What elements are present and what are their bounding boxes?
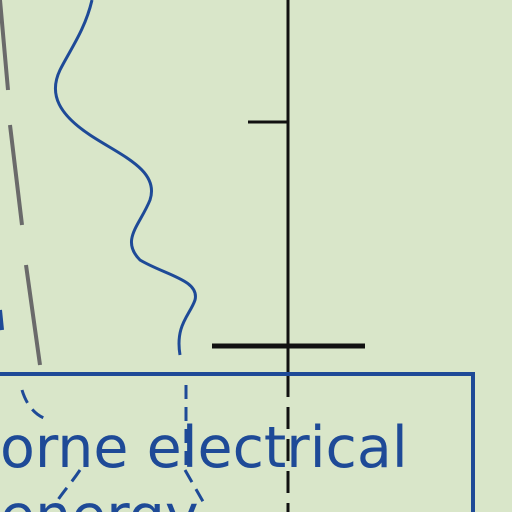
- label-line-1: orne electrical: [0, 415, 408, 481]
- river-dashed: [183, 385, 207, 506]
- river-dashed: [20, 389, 82, 506]
- boundary-line: [0, 0, 42, 366]
- river: [54, 0, 197, 356]
- label-box: [0, 372, 475, 512]
- label-line-2: energy: [0, 483, 199, 512]
- river-fragment: [0, 309, 4, 331]
